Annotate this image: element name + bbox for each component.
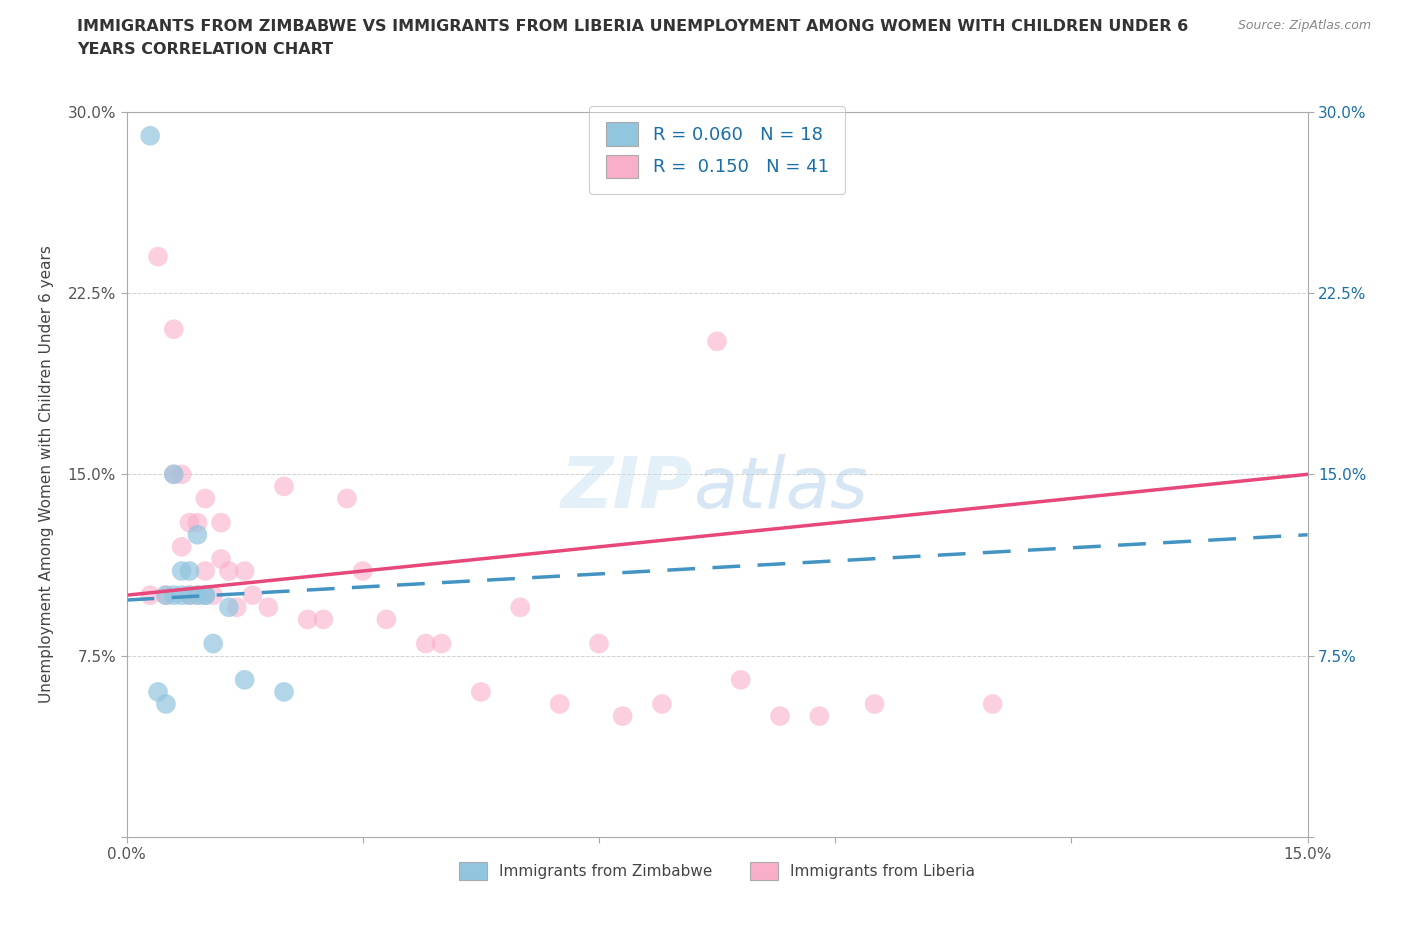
Point xyxy=(769,709,792,724)
Text: YEARS CORRELATION CHART: YEARS CORRELATION CHART xyxy=(77,42,333,57)
Point xyxy=(155,697,177,711)
Point xyxy=(146,684,169,699)
Point xyxy=(179,588,201,603)
Point xyxy=(146,249,169,264)
Point xyxy=(163,322,186,337)
Point xyxy=(352,564,374,578)
Point xyxy=(415,636,437,651)
Point xyxy=(186,588,208,603)
Point xyxy=(273,684,295,699)
Point xyxy=(163,467,186,482)
Point xyxy=(470,684,492,699)
Point xyxy=(194,588,217,603)
Point xyxy=(170,564,193,578)
Text: atlas: atlas xyxy=(693,455,868,524)
Point xyxy=(139,588,162,603)
Point xyxy=(257,600,280,615)
Point xyxy=(170,588,193,603)
Point xyxy=(179,515,201,530)
Point xyxy=(202,636,225,651)
Point xyxy=(170,539,193,554)
Point xyxy=(163,467,186,482)
Point xyxy=(194,588,217,603)
Point xyxy=(981,697,1004,711)
Point xyxy=(312,612,335,627)
Point xyxy=(242,588,264,603)
Point xyxy=(509,600,531,615)
Point xyxy=(170,467,193,482)
Point xyxy=(706,334,728,349)
Point xyxy=(155,588,177,603)
Point xyxy=(194,564,217,578)
Point xyxy=(179,588,201,603)
Text: IMMIGRANTS FROM ZIMBABWE VS IMMIGRANTS FROM LIBERIA UNEMPLOYMENT AMONG WOMEN WIT: IMMIGRANTS FROM ZIMBABWE VS IMMIGRANTS F… xyxy=(77,19,1188,33)
Point xyxy=(336,491,359,506)
Point xyxy=(155,588,177,603)
Point xyxy=(863,697,886,711)
Point xyxy=(186,515,208,530)
Point xyxy=(209,515,232,530)
Point xyxy=(588,636,610,651)
Point xyxy=(548,697,571,711)
Point xyxy=(375,612,398,627)
Legend: Immigrants from Zimbabwe, Immigrants from Liberia: Immigrants from Zimbabwe, Immigrants fro… xyxy=(451,855,983,887)
Point xyxy=(273,479,295,494)
Point xyxy=(218,600,240,615)
Point xyxy=(186,588,208,603)
Point xyxy=(808,709,831,724)
Point xyxy=(186,527,208,542)
Point xyxy=(297,612,319,627)
Point xyxy=(139,128,162,143)
Text: Source: ZipAtlas.com: Source: ZipAtlas.com xyxy=(1237,19,1371,32)
Point xyxy=(179,564,201,578)
Point xyxy=(430,636,453,651)
Point xyxy=(225,600,247,615)
Point xyxy=(233,672,256,687)
Point xyxy=(202,588,225,603)
Point xyxy=(730,672,752,687)
Point xyxy=(163,588,186,603)
Point xyxy=(233,564,256,578)
Point xyxy=(612,709,634,724)
Point xyxy=(209,551,232,566)
Y-axis label: Unemployment Among Women with Children Under 6 years: Unemployment Among Women with Children U… xyxy=(39,246,53,703)
Point xyxy=(194,491,217,506)
Text: ZIP: ZIP xyxy=(561,455,693,524)
Point xyxy=(218,564,240,578)
Point xyxy=(651,697,673,711)
